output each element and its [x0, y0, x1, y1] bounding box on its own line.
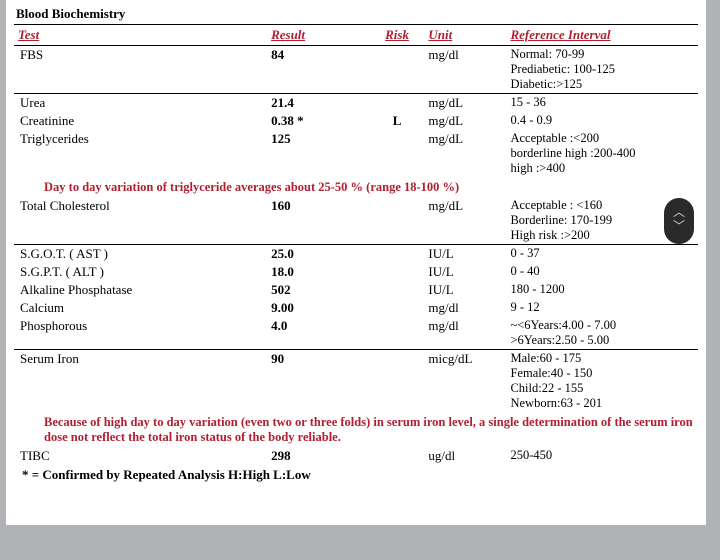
test-unit: IU/L: [424, 263, 506, 281]
test-name: Calcium: [14, 299, 267, 317]
test-result: 502: [267, 281, 370, 299]
test-reference: ~<6Years:4.00 - 7.00>6Years:2.50 - 5.00: [506, 317, 698, 350]
test-result: 90: [267, 350, 370, 413]
table-row: Total Cholesterol160mg/dLAcceptable : <1…: [14, 197, 698, 245]
test-name: Phosphorous: [14, 317, 267, 350]
table-row: Phosphorous4.0 mg/dl~<6Years:4.00 - 7.00>…: [14, 317, 698, 350]
col-header-ref: Reference Interval: [506, 25, 698, 46]
note-row: Day to day variation of triglyceride ave…: [14, 177, 698, 197]
test-risk: [370, 281, 425, 299]
test-unit: mg/dl: [424, 299, 506, 317]
test-reference: 0.4 - 0.9: [506, 112, 698, 130]
test-name: Creatinine: [14, 112, 267, 130]
col-header-risk: Risk: [370, 25, 425, 46]
test-unit: mg/dl: [424, 46, 506, 94]
report-title: Blood Biochemistry: [16, 6, 698, 22]
table-row: Alkaline Phosphatase502 IU/L180 - 1200: [14, 281, 698, 299]
test-unit: mg/dL: [424, 197, 506, 245]
col-header-test: Test: [14, 25, 267, 46]
table-row: Urea21.4 mg/dL15 - 36: [14, 94, 698, 113]
table-row: FBS84 mg/dlNormal: 70-99Prediabetic: 100-…: [14, 46, 698, 94]
test-result: 84: [267, 46, 370, 94]
test-risk: [370, 130, 425, 177]
test-reference: 250-450: [506, 447, 698, 465]
test-result: 298: [267, 447, 370, 465]
note-text: Because of high day to day variation (ev…: [14, 412, 698, 447]
test-unit: mg/dL: [424, 94, 506, 113]
table-header-row: Test Result Risk Unit Reference Interval: [14, 25, 698, 46]
test-name: FBS: [14, 46, 267, 94]
test-unit: IU/L: [424, 245, 506, 264]
footnote: * = Confirmed by Repeated Analysis H:Hig…: [14, 465, 698, 485]
test-unit: ug/dl: [424, 447, 506, 465]
test-unit: mg/dL: [424, 130, 506, 177]
table-row: Serum Iron90 micg/dLMale:60 - 175Female:4…: [14, 350, 698, 413]
test-result: 9.00: [267, 299, 370, 317]
note-text: Day to day variation of triglyceride ave…: [14, 177, 698, 197]
table-row: TIBC298 ug/dl250-450: [14, 447, 698, 465]
test-result: 18.0: [267, 263, 370, 281]
test-risk: [370, 447, 425, 465]
test-reference: Normal: 70-99Prediabetic: 100-125Diabeti…: [506, 46, 698, 94]
table-row: Calcium9.00 mg/dl9 - 12: [14, 299, 698, 317]
test-reference: Acceptable :<200borderline high :200-400…: [506, 130, 698, 177]
test-risk: [370, 46, 425, 94]
test-reference: 9 - 12: [506, 299, 698, 317]
test-reference: 180 - 1200: [506, 281, 698, 299]
col-header-result: Result: [267, 25, 370, 46]
test-name: Triglycerides: [14, 130, 267, 177]
test-risk: [370, 94, 425, 113]
test-name: S.G.P.T. ( ALT ): [14, 263, 267, 281]
test-name: Serum Iron: [14, 350, 267, 413]
col-header-unit: Unit: [424, 25, 506, 46]
test-result: 4.0: [267, 317, 370, 350]
test-name: S.G.O.T. ( AST ): [14, 245, 267, 264]
test-result: 125: [267, 130, 370, 177]
test-result: 0.38 *: [267, 112, 370, 130]
test-unit: mg/dl: [424, 317, 506, 350]
chevron-up-icon[interactable]: ︿: [664, 206, 694, 218]
test-name: Alkaline Phosphatase: [14, 281, 267, 299]
test-risk: [370, 350, 425, 413]
test-reference: 0 - 37: [506, 245, 698, 264]
test-reference: Male:60 - 175Female:40 - 150Child:22 - 1…: [506, 350, 698, 413]
test-name: Urea: [14, 94, 267, 113]
table-row: Triglycerides125 mg/dLAcceptable :<200bor…: [14, 130, 698, 177]
test-risk: [370, 263, 425, 281]
test-risk: L: [370, 112, 425, 130]
test-risk: [370, 197, 425, 245]
test-unit: IU/L: [424, 281, 506, 299]
test-name: TIBC: [14, 447, 267, 465]
test-reference: 15 - 36: [506, 94, 698, 113]
test-risk: [370, 245, 425, 264]
test-risk: [370, 299, 425, 317]
test-reference: 0 - 40: [506, 263, 698, 281]
test-unit: mg/dL: [424, 112, 506, 130]
test-unit: micg/dL: [424, 350, 506, 413]
table-row: Creatinine0.38 *Lmg/dL0.4 - 0.9: [14, 112, 698, 130]
scroll-widget[interactable]: ︿ ﹀: [664, 198, 694, 244]
chevron-down-icon[interactable]: ﹀: [664, 220, 694, 232]
test-result: 160: [267, 197, 370, 245]
table-row: S.G.O.T. ( AST )25.0 IU/L0 - 37: [14, 245, 698, 264]
test-risk: [370, 317, 425, 350]
test-result: 21.4: [267, 94, 370, 113]
report-page: Blood Biochemistry Test Result Risk Unit…: [6, 0, 706, 525]
test-name: Total Cholesterol: [14, 197, 267, 245]
note-row: Because of high day to day variation (ev…: [14, 412, 698, 447]
test-result: 25.0: [267, 245, 370, 264]
table-row: S.G.P.T. ( ALT )18.0 IU/L0 - 40: [14, 263, 698, 281]
lab-results-table: Test Result Risk Unit Reference Interval…: [14, 24, 698, 465]
